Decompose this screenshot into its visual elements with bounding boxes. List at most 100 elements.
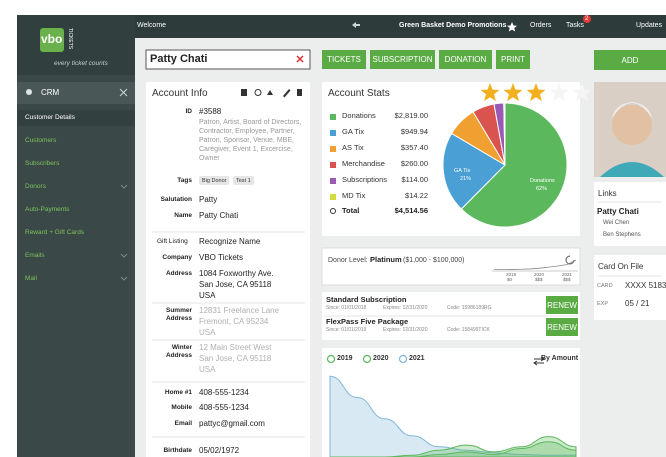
donor-range: ($1,000 - $100,000) [403,257,465,264]
nav-item[interactable]: Donors [25,183,46,190]
favorite-icon[interactable] [507,22,517,32]
sort-icon[interactable] [533,356,545,366]
pie-slice [460,102,568,228]
tagline: every ticket counts [54,60,108,67]
nav-item[interactable]: Reward + Gift Cards [25,229,85,236]
legend-marker [362,354,372,364]
pie-label: Donations [530,178,555,184]
close-icon[interactable] [119,88,128,97]
panel-title: Card On File [598,262,644,271]
photo-hair [612,102,652,118]
nav-item[interactable]: Emails [25,252,45,259]
field-value: #3588 [199,107,222,116]
action-button[interactable]: DONATION [439,50,492,69]
stat-value: $114.00 [401,175,428,184]
search-box[interactable] [145,49,311,70]
action-button[interactable]: PRINT [496,50,530,69]
field-value: VBO Tickets [199,253,244,262]
nav-item[interactable]: Customers [25,137,57,144]
total-icon [330,208,336,214]
subscription-since: Since: 01/01/2019 [326,327,367,333]
field-label: Home #1 [164,389,192,396]
stat-name: Donations [342,111,376,120]
icon-link[interactable] [254,89,262,96]
nav-item[interactable]: Customer Details [25,114,75,121]
field-label: Salutation [160,196,192,203]
trend-tick: 2021 [562,272,573,277]
pie-slice [503,102,506,166]
field-label: Gift Listing [157,238,188,245]
pie-slice [442,132,506,210]
field-note: Patron, Artist, Board of Directors, Cont… [199,119,302,163]
tasks-link[interactable]: Tasks [566,22,584,29]
photo-face [612,105,652,145]
legend-swatch [330,130,336,136]
field-value: 12831 Freelance Lane [199,306,280,315]
icon-edit[interactable] [283,89,291,98]
stat-name: MD Tix [342,191,366,200]
legend-swatch [330,114,336,120]
back-icon[interactable] [352,22,360,28]
clear-icon[interactable] [296,55,304,63]
field-value: San Jose, CA 95118 [199,354,272,363]
refresh-icon[interactable] [565,255,575,265]
stat-name: Subscriptions [342,175,388,184]
welcome-text: Welcome [137,22,167,29]
field-label: Company [162,254,192,261]
tasks-badge-count: 2 [585,15,589,22]
related-link: Ben Stephens [603,232,641,238]
chevron [120,253,128,258]
updates-link[interactable]: Updates [636,22,663,29]
nav-item[interactable]: Mail [25,275,37,282]
area [329,375,577,457]
legend-swatch [330,146,336,152]
add-button[interactable]: ADD [594,50,666,70]
stat-value: $357.40 [400,143,428,152]
renew-button[interactable]: RENEW [546,318,578,336]
panel-title: Account Stats [328,88,390,99]
field-label: Address [165,270,192,277]
action-button[interactable]: SUBSCRIPTION [370,50,435,69]
subscription-name: FlexPass Five Package [326,317,409,326]
field-value: 05/02/1972 [199,446,240,455]
nav-item[interactable]: Subscribers [25,160,60,167]
subscription-name: Standard Subscription [326,295,407,304]
action-button[interactable]: TICKETS [322,50,366,69]
logo-sub: TICKETS [67,28,73,50]
trend-tick-amount: $0 [507,277,513,282]
legend-marker [398,354,408,364]
rating-star [480,83,500,102]
icon-share[interactable] [267,90,273,95]
link-name: Patty Chati [597,207,639,216]
legend-swatch [330,194,336,200]
sort-label[interactable]: By Amount [541,355,579,362]
field-value: USA [199,291,216,300]
field-label: Summer Address [165,307,192,323]
renew-button[interactable]: RENEW [546,296,578,314]
card-value: XXXX 5183 [625,281,666,290]
legend-marker [326,354,336,364]
panel-title: Account Info [152,88,208,99]
area [330,436,577,457]
icon-contact[interactable] [241,89,247,96]
tag-chip: Big Donor [199,176,230,186]
field-value: 408-555-1234 [199,388,249,397]
orders-link[interactable]: Orders [530,22,552,29]
field-value: 1084 Foxworthy Ave. [199,269,274,278]
field-value: Recognize Name [199,237,261,246]
trend-tick: 2019 [506,272,517,277]
field-label: ID [185,108,193,115]
trend-tick: 2020 [534,272,545,277]
rating-star [503,83,523,102]
related-link: Wei Chen [603,220,630,226]
field-value: 408-555-1234 [199,403,249,412]
search-value: Patty Chati [150,53,208,65]
trend-line [494,259,577,271]
account-info-panel [146,82,310,457]
rating-star [572,83,592,102]
icon-delete[interactable] [297,89,302,96]
card-label: CARD [597,283,613,289]
subscription-code: Code: 15986189RG [447,305,492,311]
nav-item[interactable]: Auto-Payments [25,206,70,213]
